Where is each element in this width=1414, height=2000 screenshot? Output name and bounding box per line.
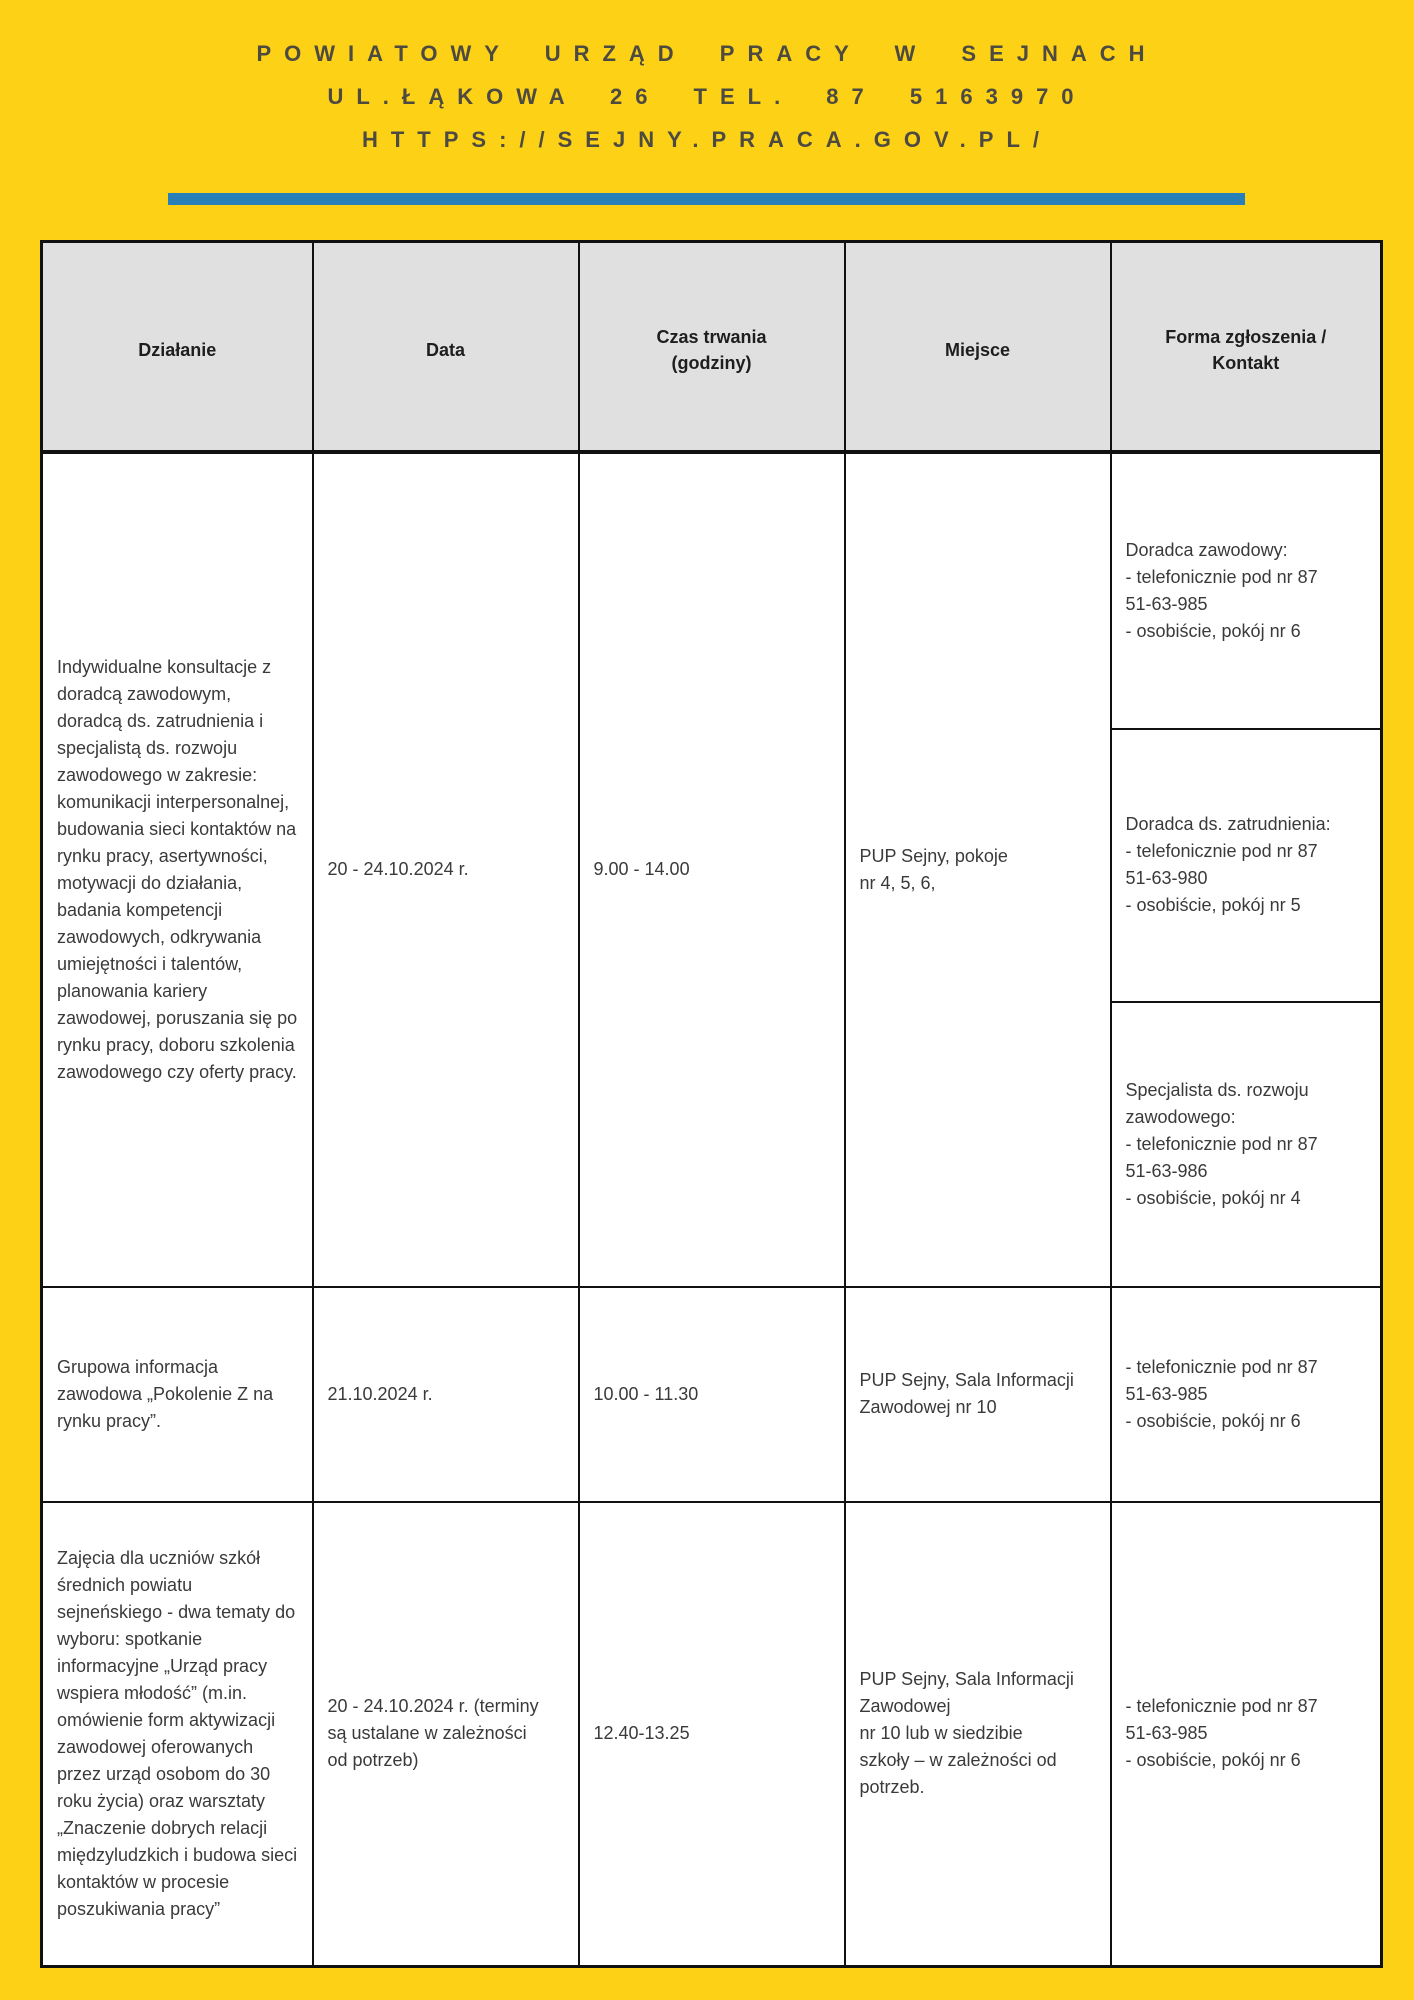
column-header-miejsce: Miejsce — [843, 240, 1112, 454]
column-header-data: Data — [311, 240, 580, 454]
org-website-line: HTTPS://SEJNY.PRACA.GOV.PL/ — [361, 127, 1053, 152]
row1-contact-employment-advisor-cell: Doradca ds. zatrudnienia: - telefoniczni… — [1109, 727, 1383, 1003]
row3-date-cell: 20 - 24.10.2024 r. (terminy są ustalane … — [311, 1500, 580, 1968]
column-header-kontakt: Forma zgłoszenia / Kontakt — [1109, 240, 1383, 454]
table-row: Doradca ds. zatrudnienia: - telefoniczni… — [42, 727, 1383, 1003]
row2-place-cell: PUP Sejny, Sala Informacji Zawodowej nr … — [843, 1285, 1112, 1503]
row3-place-cell: PUP Sejny, Sala Informacji Zawodowej nr … — [843, 1500, 1112, 1968]
org-header: POWIATOWY URZĄD PRACY W SEJNACH UL.ŁĄKOW… — [0, 32, 1414, 161]
row2-contact-cell: - telefonicznie pod nr 87 51-63-985 - os… — [1109, 1285, 1383, 1503]
schedule-table-wrap: Działanie Data Czas trwania (godziny) Mi… — [40, 240, 1383, 1968]
row2-activity-cell: Grupowa informacja zawodowa „Pokolenie Z… — [40, 1285, 314, 1503]
row2-time-cell: 10.00 - 11.30 — [577, 1285, 846, 1503]
accent-divider-bar — [168, 193, 1245, 205]
row1-contact-career-advisor-cell: Doradca zawodowy: - telefonicznie pod nr… — [1109, 450, 1383, 730]
schedule-table: Działanie Data Czas trwania (godziny) Mi… — [40, 240, 1383, 1968]
row3-time-cell: 12.40-13.25 — [577, 1500, 846, 1968]
row1-time-cell: 9.00 - 14.00 — [577, 450, 846, 1288]
table-row: Indywidualne konsultacje z doradcą zawod… — [40, 450, 1383, 1288]
row1-date-cell: 20 - 24.10.2024 r. — [311, 450, 580, 1288]
org-name-line: POWIATOWY URZĄD PRACY W SEJNACH — [256, 41, 1158, 66]
table-row: Specjalista ds. rozwoju zawodowego: - te… — [42, 1000, 1383, 1288]
column-header-dzialanie: Działanie — [40, 240, 314, 454]
row3-contact-cell: - telefonicznie pod nr 87 51-63-985 - os… — [1109, 1500, 1383, 1968]
row3-activity-cell: Zajęcia dla uczniów szkół średnich powia… — [40, 1500, 314, 1968]
row1-place-cell: PUP Sejny, pokoje nr 4, 5, 6, — [843, 450, 1112, 1288]
org-address-line: UL.ŁĄKOWA 26 TEL. 87 5163970 — [327, 84, 1087, 109]
row2-date-cell: 21.10.2024 r. — [311, 1285, 580, 1503]
row1-activity-cell: Indywidualne konsultacje z doradcą zawod… — [40, 450, 314, 1288]
table-row: Grupowa informacja zawodowa „Pokolenie Z… — [40, 1285, 1383, 1503]
table-row: Zajęcia dla uczniów szkół średnich powia… — [40, 1500, 1383, 1968]
table-header-row: Działanie Data Czas trwania (godziny) Mi… — [40, 240, 1383, 454]
row1-contact-development-specialist-cell: Specjalista ds. rozwoju zawodowego: - te… — [1109, 1000, 1383, 1288]
column-header-czas-trwania: Czas trwania (godziny) — [577, 240, 846, 454]
